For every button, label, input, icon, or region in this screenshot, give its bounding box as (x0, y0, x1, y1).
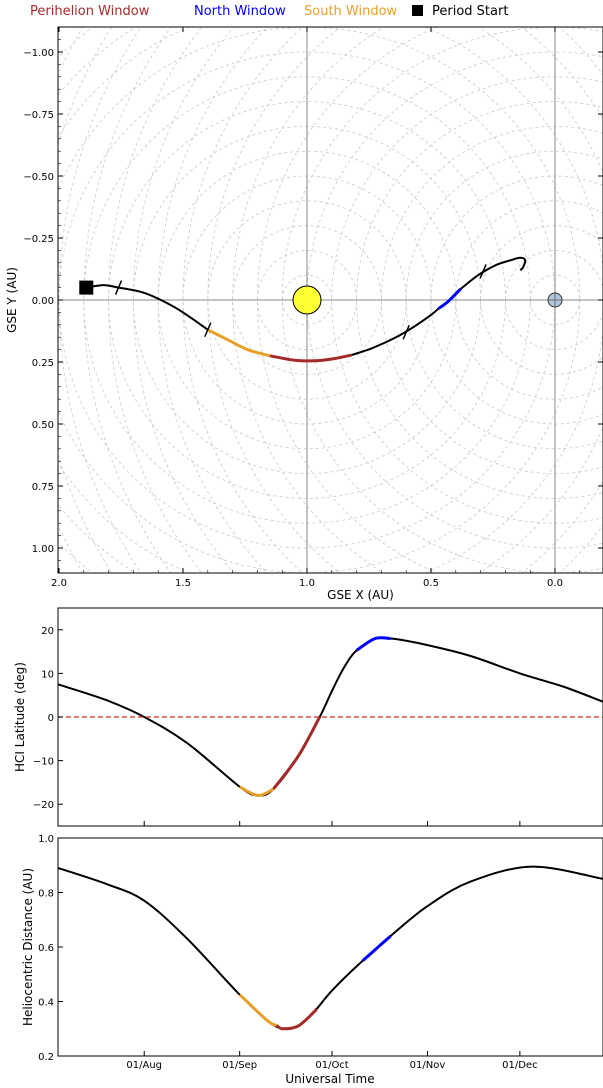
top-panel-plot-area (0, 0, 603, 920)
y-tick-label: 0.00 (32, 296, 54, 307)
legend-north-label: North Window (194, 4, 286, 19)
month-tick-label: 01/Aug (126, 1060, 162, 1071)
trajectory-black-3 (460, 256, 527, 290)
latitude-panel-window-south (239, 785, 275, 797)
earth-grid-circle (207, 27, 342, 573)
legend-south-label: South Window (304, 4, 398, 19)
period-start-marker-icon (412, 5, 423, 16)
x-tick-label: 1.0 (299, 578, 315, 589)
distance-y-tick-label: 0.2 (38, 1052, 54, 1063)
y-tick-label: −1.00 (23, 48, 54, 59)
trajectory-black-1 (86, 284, 209, 331)
sun-marker (292, 285, 322, 315)
distance-y-tick-label: 0.4 (38, 998, 54, 1009)
latitude-y-tick-label: 0 (48, 713, 54, 724)
trajectory-black-2 (351, 307, 440, 357)
sun-grid-circle (558, 27, 603, 573)
month-tick-label: 01/Dec (502, 1060, 537, 1071)
y-tick-label: −0.75 (23, 110, 54, 121)
sun-grid-circle (58, 27, 603, 573)
earth-grid-circle (133, 27, 235, 573)
month-tick-label: 01/Nov (410, 1060, 446, 1071)
latitude-y-tick-label: −10 (33, 757, 54, 768)
y-tick-label: 1.00 (32, 544, 54, 555)
distance-panel-window-perihelion (275, 1007, 318, 1031)
distance-y-tick-label: 0.6 (38, 943, 54, 954)
latitude-panel-series-line (58, 636, 603, 797)
earth-grid-circle (58, 27, 142, 573)
top-y-axis-title: GSE Y (AU) (5, 267, 19, 333)
earth-grid-circle (58, 27, 84, 573)
y-tick-label: 0.50 (32, 420, 54, 431)
legend-start-label: Period Start (432, 4, 509, 19)
y-tick-label: 0.25 (32, 358, 54, 369)
distance-y-tick-label: 1.0 (38, 834, 54, 845)
trajectory-south (207, 328, 271, 358)
period-start-marker (79, 280, 94, 295)
y-tick-label: −0.25 (23, 234, 54, 245)
distance-panel-plot-area (58, 865, 603, 1031)
x-tick-label: 0.5 (423, 578, 439, 589)
latitude-y-tick-label: 20 (41, 626, 54, 637)
trajectory-day-tick (402, 324, 410, 340)
earth-grid-circle (0, 0, 603, 920)
earth-grid-circle (108, 27, 203, 573)
time-axis-title: Universal Time (285, 1072, 374, 1086)
y-tick-label: −0.50 (23, 172, 54, 183)
x-tick-label: 2.0 (51, 578, 67, 589)
month-tick-label: 01/Oct (315, 1060, 348, 1071)
latitude-y-tick-label: 10 (41, 669, 54, 680)
legend: Perihelion Window North Window South Win… (0, 0, 603, 24)
latitude-y-tick-label: −20 (33, 800, 54, 811)
trajectory-day-tick (114, 280, 123, 295)
top-x-axis-title: GSE X (AU) (327, 588, 394, 602)
earth-grid-circle (0, 0, 603, 870)
distance-panel-window-south (238, 993, 278, 1027)
earth-grid-circle (83, 27, 172, 573)
month-tick-label: 01/Sep (222, 1060, 257, 1071)
x-tick-label: 0.0 (547, 578, 563, 589)
legend-period-start: Period Start (412, 4, 508, 19)
distance-panel-window-north (361, 934, 392, 962)
legend-perihelion-label: Perihelion Window (30, 4, 150, 19)
latitude-panel-window-north (355, 636, 391, 652)
distance-y-tick-label: 0.8 (38, 889, 54, 900)
trajectory-day-tick (479, 264, 487, 279)
trajectory-day-tick (204, 322, 212, 338)
earth-grid-circle (182, 27, 304, 573)
trajectory-north (437, 287, 462, 310)
distance-panel-series-line (58, 865, 603, 1031)
distance-panel-frame (57, 837, 603, 1057)
latitude-y-axis-title: HCI Latitude (deg) (13, 662, 27, 772)
earth-grid-circle (58, 27, 113, 573)
distance-y-axis-title: Heliocentric Distance (AU) (21, 868, 35, 1026)
latitude-panel-window-perihelion (272, 716, 322, 790)
latitude-panel-plot-area (58, 636, 603, 797)
y-tick-label: 0.75 (32, 482, 54, 493)
trajectory-perihelion (269, 353, 352, 363)
x-tick-label: 1.5 (175, 578, 191, 589)
